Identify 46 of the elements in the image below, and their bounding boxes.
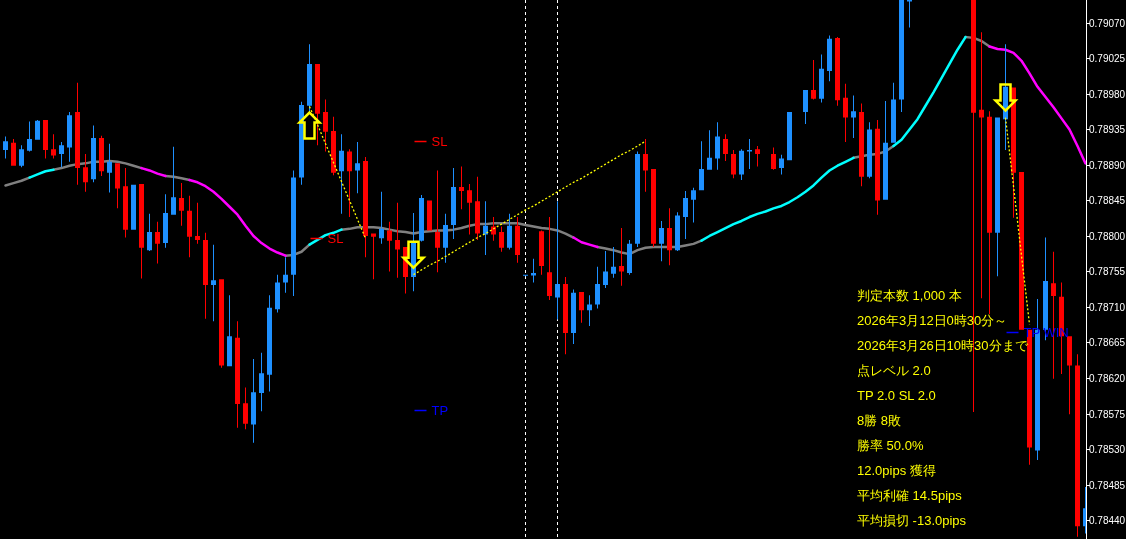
candlestick (619, 228, 624, 286)
y-tick-label: 0.78935 (1089, 124, 1126, 135)
candlestick (171, 146, 176, 215)
y-tick-label: 0.78980 (1089, 89, 1126, 100)
candlestick (555, 201, 560, 320)
annotation: 平均損切 -13.0pips (857, 512, 967, 528)
candlestick (371, 233, 376, 280)
y-tick-label: 0.78665 (1089, 337, 1126, 348)
annotation: 平均利確 14.5pips (857, 487, 963, 503)
candlestick (395, 202, 400, 278)
candlestick (211, 244, 216, 322)
y-tick-label: 0.78755 (1089, 266, 1126, 277)
candlestick (811, 59, 816, 100)
y-tick-label: 0.78845 (1089, 195, 1126, 206)
y-tick-label: 0.78575 (1089, 409, 1126, 420)
candlestick (851, 95, 856, 139)
y-tick-label: 0.78800 (1089, 231, 1126, 242)
candlestick (459, 166, 464, 210)
y-tick-label: 0.78485 (1089, 480, 1126, 491)
y-tick-label: 0.79025 (1089, 53, 1126, 64)
candlestick (283, 257, 288, 293)
candlestick (435, 170, 440, 273)
y-tick-label: 0.78530 (1089, 444, 1126, 455)
candlestick (907, 0, 912, 28)
candlestick (179, 183, 184, 226)
candlestick (355, 142, 360, 194)
y-tick-label: 0.78710 (1089, 302, 1126, 313)
ref-line-label: SL (327, 231, 344, 246)
candlestick (979, 32, 984, 299)
candlestick (755, 146, 760, 167)
annotation: TP 2.0 SL 2.0 (857, 387, 936, 403)
y-tick-label: 0.79070 (1089, 18, 1126, 29)
ref-line-label: SL (431, 134, 448, 149)
y-tick-label: 0.78620 (1089, 373, 1126, 384)
annotation: 勝率 50.0% (857, 437, 924, 453)
y-tick-label: 0.78440 (1089, 515, 1126, 526)
candlestick (387, 221, 392, 272)
candlestick (195, 202, 200, 244)
annotation: 12.0pips 獲得 (857, 462, 936, 478)
ref-line-label: TP (431, 403, 449, 418)
y-tick-label: 0.78890 (1089, 160, 1126, 171)
annotation: 8勝 8敗 (857, 412, 902, 428)
candlestick (691, 187, 696, 223)
candlestick (747, 138, 752, 169)
annotation: 点レベル 2.0 (857, 362, 931, 378)
annotation: 判定本数 1,000 本 (857, 287, 962, 303)
